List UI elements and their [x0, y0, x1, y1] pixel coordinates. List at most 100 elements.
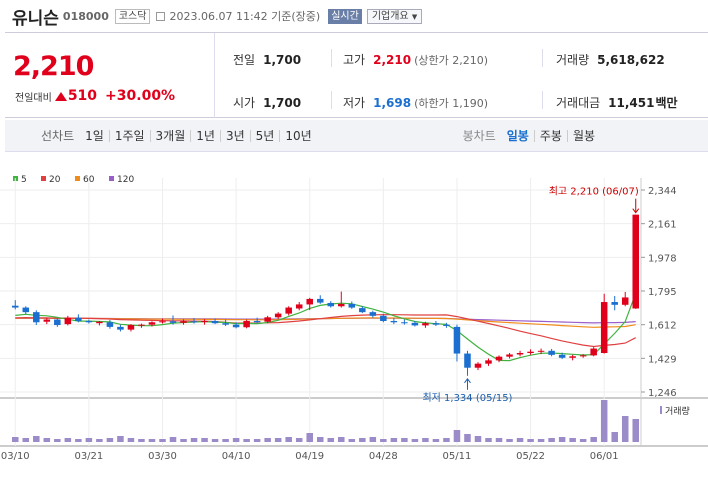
open-label: 시가 — [233, 96, 256, 110]
company-info-dropdown[interactable]: 기업개요 ▼ — [366, 8, 423, 24]
lower-limit: (하한가 1,190) — [414, 97, 488, 110]
candle-body — [600, 302, 608, 353]
change-label: 전일대비 — [15, 92, 52, 104]
volume-bar — [558, 437, 566, 442]
daily-candle-button[interactable]: 일봉 — [502, 129, 535, 142]
volume-bar — [274, 438, 282, 442]
period-10y-button[interactable]: 10년 — [285, 128, 312, 143]
volume-bar — [569, 438, 576, 442]
ma-line-5 — [15, 293, 637, 362]
volume-bar — [243, 439, 250, 442]
candle-body — [211, 320, 219, 324]
candle-body — [537, 350, 545, 352]
candle-body — [148, 322, 156, 325]
up-arrow-icon — [54, 91, 67, 101]
volume-bar — [359, 438, 366, 442]
high-value: 2,210 — [373, 53, 412, 67]
candle-body — [432, 323, 440, 325]
realtime-button[interactable]: 실시간 — [328, 8, 362, 24]
volume-bar — [590, 437, 597, 442]
candle-body — [295, 304, 303, 309]
candle-chart-label: 봉차트 — [462, 129, 496, 143]
high-annotation: 최고 2,210 (06/07) — [549, 186, 639, 198]
volume-bar — [432, 439, 440, 442]
period-3m-button[interactable]: 3개월 — [151, 129, 192, 142]
candle-body — [474, 363, 482, 368]
legend-swatch-60 — [75, 176, 80, 181]
price-box: 2,210 전일대비 510 +30.00% — [5, 33, 215, 118]
volume-legend-swatch — [660, 406, 662, 414]
volume-bar — [190, 438, 198, 442]
volume-bar — [211, 439, 219, 442]
volume-bar — [453, 430, 461, 442]
y-axis-ticks: 2,344 2,161 1,978 1,795 1,612 1,429 1,246 — [641, 186, 677, 399]
x-tick-label: 03/21 — [74, 451, 103, 462]
period-5y-button[interactable]: 5년 — [251, 129, 281, 142]
volume-bar — [148, 439, 156, 442]
candle-body — [43, 319, 51, 322]
volume-bar — [327, 438, 335, 442]
y-tick-label: 1,612 — [648, 321, 677, 332]
chevron-down-icon: ▼ — [411, 12, 418, 21]
volume-bar — [222, 439, 229, 442]
volume-bar — [295, 438, 303, 442]
weekly-candle-button[interactable]: 주봉 — [535, 129, 568, 142]
volume-bar — [232, 438, 240, 442]
volume-bar — [548, 438, 555, 442]
low-arrowhead-icon — [464, 377, 471, 384]
candle-body — [75, 317, 82, 321]
candle-body — [190, 321, 198, 323]
price-summary: 2,210 전일대비 510 +30.00% 전일 1,700 고가 2,210… — [5, 32, 708, 118]
candle-body — [411, 322, 419, 326]
x-tick-label: 03/30 — [148, 451, 177, 462]
volume-bar — [106, 438, 114, 442]
volume-bar — [411, 439, 419, 442]
monthly-candle-button[interactable]: 월봉 — [572, 128, 596, 143]
x-tick-label: 05/22 — [516, 451, 545, 462]
current-price: 2,210 — [13, 51, 94, 82]
chart-annotations: 최고 2,210 (06/07) 최저 1,334 (05/15) — [422, 186, 640, 404]
volume-bar — [390, 438, 398, 442]
candle-body — [33, 312, 40, 323]
candle-body — [316, 298, 324, 303]
candle-body — [527, 351, 534, 353]
x-tick-label: 04/19 — [295, 451, 324, 462]
candle-body — [243, 320, 250, 328]
stock-name: 유니슨 — [12, 8, 59, 29]
candle-body — [380, 315, 387, 321]
low-value: 1,698 — [373, 96, 412, 110]
period-3y-button[interactable]: 3년 — [221, 129, 251, 142]
volume-bar — [485, 438, 492, 442]
candle-body — [485, 360, 492, 364]
volume-bar — [611, 432, 618, 442]
stock-chart[interactable]: 52060120 2,3442,1611,9781,7951,6121,4291… — [0, 170, 708, 485]
volume-bar — [527, 439, 534, 442]
x-tick-label: 05/11 — [443, 451, 472, 462]
candle-body — [569, 356, 576, 358]
change-value: 510 — [67, 88, 98, 104]
volume-bar — [464, 434, 471, 442]
volume-bar — [285, 437, 292, 442]
volume-bar — [127, 438, 135, 442]
legend-swatch-20 — [41, 176, 46, 181]
datetime-text: 2023.06.07 11:42 기준(장중) — [169, 10, 321, 23]
period-bar: 선차트 1일 1주일 3개월 1년 3년 5년 10년 봉차트 일봉 주봉 월봉 — [5, 120, 708, 152]
candle-body — [253, 320, 261, 323]
candle-body — [558, 354, 566, 358]
candle-body — [348, 303, 356, 308]
change-row: 전일대비 510 +30.00% — [15, 88, 175, 104]
ma-line-20 — [15, 314, 636, 348]
period-1w-button[interactable]: 1주일 — [110, 129, 151, 142]
prev-close-label: 전일 — [233, 53, 256, 67]
volume-bar — [380, 439, 387, 442]
volume-bar — [201, 438, 208, 442]
candle-body — [232, 324, 240, 328]
volume-bar — [338, 437, 345, 442]
volume-bar — [516, 438, 524, 442]
period-1y-button[interactable]: 1년 — [191, 129, 221, 142]
candle-body — [548, 350, 555, 355]
open-stat: 시가 1,700 — [233, 94, 301, 111]
chart-grid — [0, 178, 708, 447]
candle-body — [274, 313, 282, 318]
period-1d-button[interactable]: 1일 — [80, 129, 110, 142]
